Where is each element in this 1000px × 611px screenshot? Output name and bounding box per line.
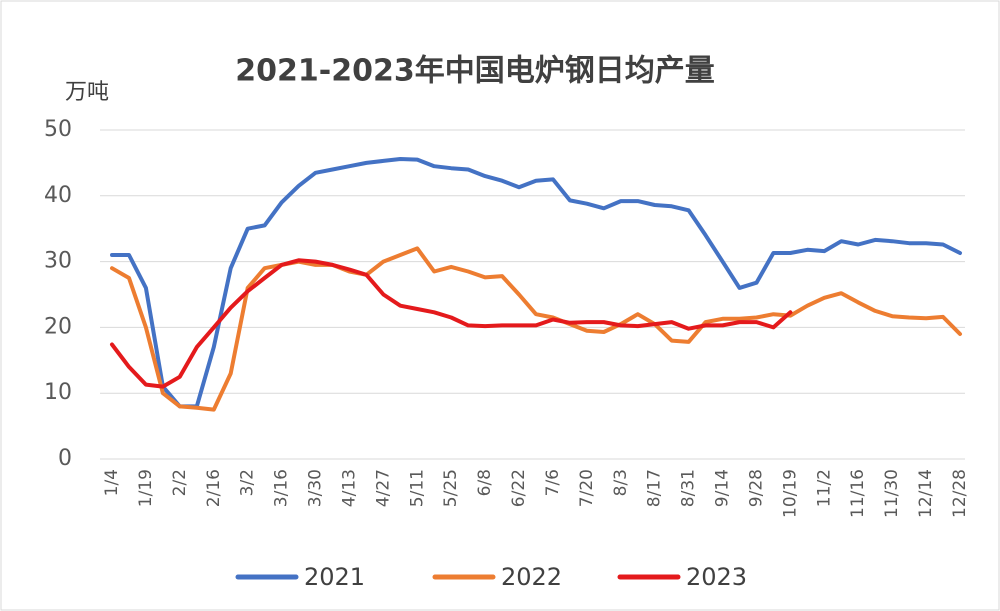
y-tick-label: 50 xyxy=(44,117,72,142)
x-tick-label: 5/25 xyxy=(441,469,461,507)
x-tick-label: 4/27 xyxy=(373,469,393,507)
x-tick-label: 3/16 xyxy=(272,469,292,507)
y-tick-label: 40 xyxy=(44,183,72,208)
x-tick-label: 2/2 xyxy=(170,469,190,496)
x-tick-label: 11/16 xyxy=(848,469,868,518)
y-tick-label: 10 xyxy=(44,380,72,405)
x-tick-label: 4/13 xyxy=(339,469,359,507)
legend-label: 2021 xyxy=(304,563,365,591)
x-tick-label: 12/14 xyxy=(916,469,936,518)
x-tick-label: 8/31 xyxy=(679,469,699,507)
x-tick-label: 3/2 xyxy=(238,469,258,496)
y-tick-label: 0 xyxy=(58,446,72,471)
x-tick-label: 2/16 xyxy=(204,469,224,507)
x-tick-label: 8/17 xyxy=(645,469,665,507)
y-axis-unit: 万吨 xyxy=(65,80,109,105)
x-tick-label: 5/11 xyxy=(407,469,427,507)
x-tick-label: 3/30 xyxy=(306,469,326,507)
x-tick-label: 1/4 xyxy=(102,469,122,496)
x-tick-label: 6/22 xyxy=(509,469,529,507)
x-tick-label: 7/20 xyxy=(577,469,597,507)
y-tick-label: 20 xyxy=(44,314,72,339)
x-tick-label: 9/14 xyxy=(713,469,733,507)
x-tick-label: 11/2 xyxy=(814,469,834,507)
x-tick-label: 6/8 xyxy=(475,469,495,496)
x-tick-label: 10/19 xyxy=(780,469,800,518)
series-line xyxy=(110,258,793,389)
y-tick-label: 30 xyxy=(44,249,72,274)
series-line xyxy=(110,246,962,412)
legend-label: 2022 xyxy=(501,563,562,591)
x-tick-label: 9/28 xyxy=(746,469,766,507)
x-tick-label: 11/30 xyxy=(882,469,902,518)
x-tick-label: 8/3 xyxy=(611,469,631,496)
chart-title: 2021-2023年中国电炉钢日均产量 xyxy=(235,54,714,89)
legend-label: 2023 xyxy=(686,563,747,591)
x-tick-label: 7/6 xyxy=(543,469,563,496)
series-line xyxy=(110,157,962,409)
x-tick-label: 12/28 xyxy=(950,469,970,518)
x-tick-label: 1/19 xyxy=(136,469,156,507)
